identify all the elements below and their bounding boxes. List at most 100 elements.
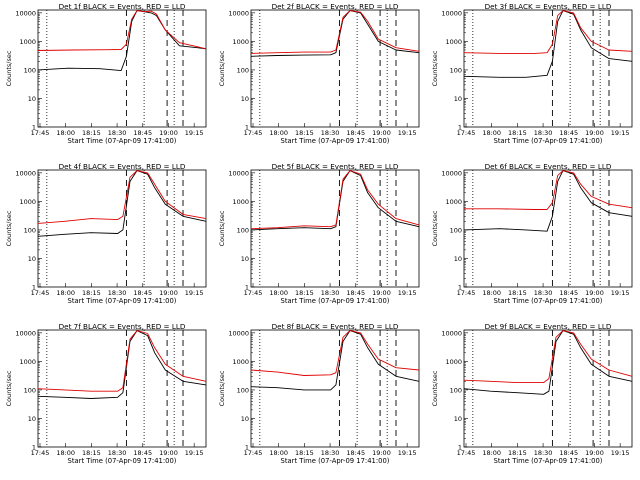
x-tick-label: 19:15 (611, 129, 630, 137)
y-tick-label: 1000 (19, 38, 36, 46)
series-line-lld (250, 10, 420, 54)
x-tick-label: 18:45 (559, 129, 578, 137)
y-axis-label: Counts/sec (218, 50, 226, 86)
x-tick-label: 18:15 (82, 449, 101, 457)
x-tick-label: 18:00 (482, 449, 501, 457)
plot-frame (37, 169, 207, 288)
x-tick-label: 19:15 (398, 289, 417, 297)
series-line-lld (37, 10, 207, 51)
x-tick-label: 19:00 (372, 129, 391, 137)
chart-panel-8: Det 8f BLACK = Events, RED = LLD 1 10 100 10… (218, 322, 420, 465)
x-tick-label: 18:45 (346, 129, 365, 137)
y-tick-label: 1 (32, 124, 36, 132)
x-axis-label: Start Time (07-Apr-09 17:41:00) (68, 137, 177, 145)
y-tick-label: 100 (450, 66, 462, 74)
x-tick-label: 18:15 (508, 449, 527, 457)
x-tick-label: 19:15 (398, 129, 417, 137)
y-tick-label: 10 (454, 95, 462, 103)
x-tick-label: 18:15 (295, 129, 314, 137)
x-tick-label: 19:00 (159, 449, 178, 457)
x-tick-label: 18:00 (269, 129, 288, 137)
x-tick-label: 18:15 (295, 289, 314, 297)
series-line-lld (37, 170, 207, 224)
y-axis-label: Counts/sec (431, 210, 439, 246)
x-tick-label: 19:15 (185, 289, 204, 297)
series-line-lld (464, 170, 633, 210)
x-tick-label: 18:45 (559, 289, 578, 297)
y-tick-label: 1 (458, 444, 462, 452)
chart-panel-6: Det 6f BLACK = Events, RED = LLD 1 10 100 10… (431, 162, 633, 305)
x-tick-label: 19:00 (372, 449, 391, 457)
y-tick-label: 1000 (445, 358, 462, 366)
y-tick-label: 10000 (15, 169, 36, 177)
chart-panel-5: Det 5f BLACK = Events, RED = LLD 1 10 100 10… (218, 162, 420, 305)
x-tick-label: 17:45 (244, 289, 263, 297)
y-tick-label: 100 (237, 386, 249, 394)
x-axis-label: Start Time (07-Apr-09 17:41:00) (494, 137, 603, 145)
y-tick-label: 1000 (445, 38, 462, 46)
y-tick-label: 1 (458, 124, 462, 132)
plot-frame (37, 9, 207, 128)
chart-title: Det 1f BLACK = Events, RED = LLD (59, 2, 186, 11)
x-axis-label: Start Time (07-Apr-09 17:41:00) (281, 137, 390, 145)
x-tick-label: 18:45 (133, 449, 152, 457)
x-tick-label: 19:00 (159, 129, 178, 137)
x-axis-label: Start Time (07-Apr-09 17:41:00) (68, 457, 177, 465)
x-tick-label: 18:45 (559, 449, 578, 457)
chart-title: Det 5f BLACK = Events, RED = LLD (272, 162, 399, 171)
y-tick-label: 100 (24, 386, 36, 394)
x-tick-label: 18:30 (108, 449, 127, 457)
x-tick-label: 17:45 (457, 129, 476, 137)
x-axis-label: Start Time (07-Apr-09 17:41:00) (281, 297, 390, 305)
chart-panel-4: Det 4f BLACK = Events, RED = LLD 1 10 100 10… (5, 162, 207, 305)
x-tick-label: 18:30 (534, 289, 553, 297)
x-tick-label: 19:00 (585, 129, 604, 137)
plot-frame (463, 169, 633, 288)
chart-title: Det 9f BLACK = Events, RED = LLD (485, 322, 612, 331)
y-tick-label: 10 (241, 255, 249, 263)
y-tick-label: 100 (450, 226, 462, 234)
series-line-events (463, 330, 633, 395)
y-tick-label: 10000 (441, 169, 462, 177)
x-tick-label: 19:00 (585, 289, 604, 297)
series-line-events (463, 170, 633, 232)
y-tick-label: 10000 (15, 329, 36, 337)
y-tick-label: 10 (28, 415, 36, 423)
x-tick-label: 19:15 (398, 449, 417, 457)
x-tick-label: 18:00 (269, 289, 288, 297)
x-tick-label: 18:45 (133, 289, 152, 297)
y-axis-label: Counts/sec (5, 50, 13, 86)
y-tick-label: 1000 (232, 38, 249, 46)
x-tick-label: 18:00 (482, 289, 501, 297)
x-tick-label: 18:30 (534, 129, 553, 137)
y-tick-label: 1000 (19, 358, 36, 366)
series-line-events (463, 10, 633, 78)
y-axis-label: Counts/sec (431, 50, 439, 86)
x-tick-label: 19:00 (159, 289, 178, 297)
y-tick-label: 10 (28, 95, 36, 103)
x-axis-label: Start Time (07-Apr-09 17:41:00) (494, 457, 603, 465)
chart-title: Det 3f BLACK = Events, RED = LLD (485, 2, 612, 11)
x-tick-label: 18:45 (133, 129, 152, 137)
x-tick-label: 19:15 (185, 449, 204, 457)
chart-title: Det 8f BLACK = Events, RED = LLD (272, 322, 399, 331)
y-axis-label: Counts/sec (218, 210, 226, 246)
x-tick-label: 18:00 (482, 129, 501, 137)
x-tick-label: 18:30 (321, 289, 340, 297)
x-tick-label: 18:00 (56, 289, 75, 297)
y-tick-label: 10 (28, 255, 36, 263)
x-tick-label: 17:45 (244, 449, 263, 457)
y-tick-label: 10000 (228, 169, 249, 177)
series-line-lld (463, 10, 633, 54)
chart-title: Det 6f BLACK = Events, RED = LLD (485, 162, 612, 171)
x-axis-label: Start Time (07-Apr-09 17:41:00) (68, 297, 177, 305)
x-axis-label: Start Time (07-Apr-09 17:41:00) (281, 457, 390, 465)
x-tick-label: 18:00 (56, 129, 75, 137)
y-tick-label: 1 (458, 284, 462, 292)
x-tick-label: 19:15 (611, 289, 630, 297)
plot-frame (463, 9, 633, 128)
series-line-events (250, 330, 420, 391)
y-tick-label: 1 (245, 444, 249, 452)
series-line-lld (37, 330, 207, 392)
